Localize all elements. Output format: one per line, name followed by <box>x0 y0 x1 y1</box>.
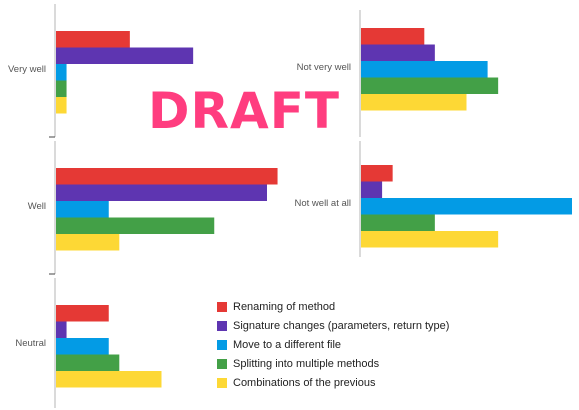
bar-neutral-series-5 <box>56 371 162 388</box>
legend: Renaming of method Signature changes (par… <box>217 297 449 392</box>
bar-neutral-series-4 <box>56 354 120 371</box>
legend-swatch <box>217 377 227 388</box>
legend-swatch <box>217 320 227 331</box>
bar-not-very-well-series-1 <box>361 28 425 45</box>
legend-swatch <box>217 358 227 369</box>
bar-not-well-at-all-series-4 <box>361 214 435 231</box>
draft-watermark: DRAFT <box>148 82 340 140</box>
category-label-not-well-at-all: Not well at all <box>295 198 352 209</box>
legend-label: Splitting into multiple methods <box>233 357 380 370</box>
category-label-not-very-well: Not very well <box>297 62 351 73</box>
legend-label: Renaming of method <box>233 300 336 313</box>
bar-not-very-well-series-2 <box>361 44 435 61</box>
bar-not-very-well-series-4 <box>361 77 499 94</box>
legend-label: Combinations of the previous <box>233 376 376 389</box>
bar-not-very-well-series-3 <box>361 61 488 78</box>
bar-very-well-series-4 <box>56 80 67 97</box>
bar-not-well-at-all-series-1 <box>361 165 393 182</box>
bar-well-series-3 <box>56 201 109 218</box>
bar-well-series-5 <box>56 234 120 251</box>
bar-neutral-series-1 <box>56 305 109 322</box>
bar-very-well-series-1 <box>56 31 130 48</box>
bar-well-series-4 <box>56 217 215 234</box>
bar-not-well-at-all-series-2 <box>361 181 383 198</box>
bar-not-well-at-all-series-3 <box>361 198 572 215</box>
bar-neutral-series-2 <box>56 321 67 338</box>
bar-not-well-at-all-series-5 <box>361 231 499 248</box>
bar-very-well-series-3 <box>56 64 67 81</box>
category-label-neutral: Neutral <box>15 338 46 349</box>
legend-swatch <box>217 301 227 312</box>
legend-item: Renaming of method <box>217 297 449 316</box>
category-label-very-well: Very well <box>8 64 46 75</box>
bar-well-series-1 <box>56 168 278 185</box>
bar-well-series-2 <box>56 184 267 201</box>
legend-item: Signature changes (parameters, return ty… <box>217 316 449 335</box>
legend-label: Signature changes (parameters, return ty… <box>233 319 450 332</box>
category-label-well: Well <box>28 201 46 212</box>
bar-neutral-series-3 <box>56 338 109 355</box>
legend-item: Move to a different file <box>217 335 449 354</box>
legend-swatch <box>217 339 227 350</box>
legend-item: Splitting into multiple methods <box>217 354 449 373</box>
legend-item: Combinations of the previous <box>217 373 449 392</box>
bar-very-well-series-5 <box>56 97 67 114</box>
legend-label: Move to a different file <box>233 338 342 351</box>
bar-not-very-well-series-5 <box>361 94 467 111</box>
bar-very-well-series-2 <box>56 47 194 64</box>
